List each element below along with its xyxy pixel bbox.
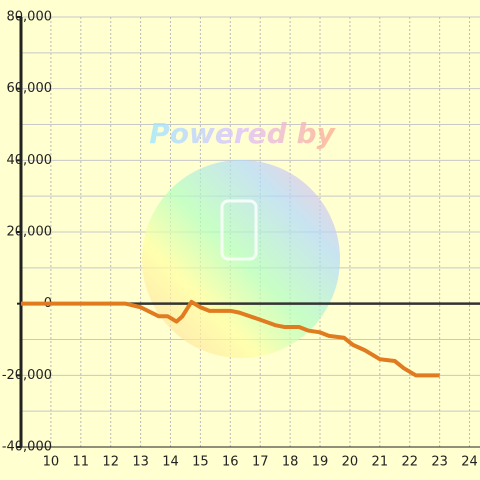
plot: 80,00060,00040,00020,0000-20,000-40,0001… — [2, 10, 480, 470]
x-tick-label: 13 — [132, 455, 149, 470]
x-tick-label: 21 — [372, 455, 389, 470]
x-tick-label: 23 — [431, 455, 448, 470]
y-tick-label: 20,000 — [7, 225, 53, 240]
y-tick-label: 40,000 — [7, 153, 53, 168]
x-tick-label: 14 — [162, 455, 179, 470]
y-tick-label: -20,000 — [2, 368, 52, 383]
x-tick-label: 22 — [401, 455, 418, 470]
x-tick-label: 16 — [222, 455, 239, 470]
series-line — [21, 299, 440, 378]
x-tick-label: 17 — [252, 455, 269, 470]
x-tick-label: 20 — [342, 455, 359, 470]
x-tick-label: 10 — [43, 455, 60, 470]
watermark-text: Powered by — [149, 117, 336, 150]
watermark-icon — [220, 199, 258, 261]
x-tick-label: 12 — [102, 455, 119, 470]
x-tick-label: 19 — [312, 455, 329, 470]
x-tick-label: 15 — [192, 455, 209, 470]
y-tick-label: 80,000 — [7, 10, 53, 25]
x-tick-label: 11 — [73, 455, 90, 470]
x-tick-label: 18 — [282, 455, 299, 470]
x-tick-label: 24 — [461, 455, 478, 470]
y-tick-label: 60,000 — [7, 81, 53, 96]
